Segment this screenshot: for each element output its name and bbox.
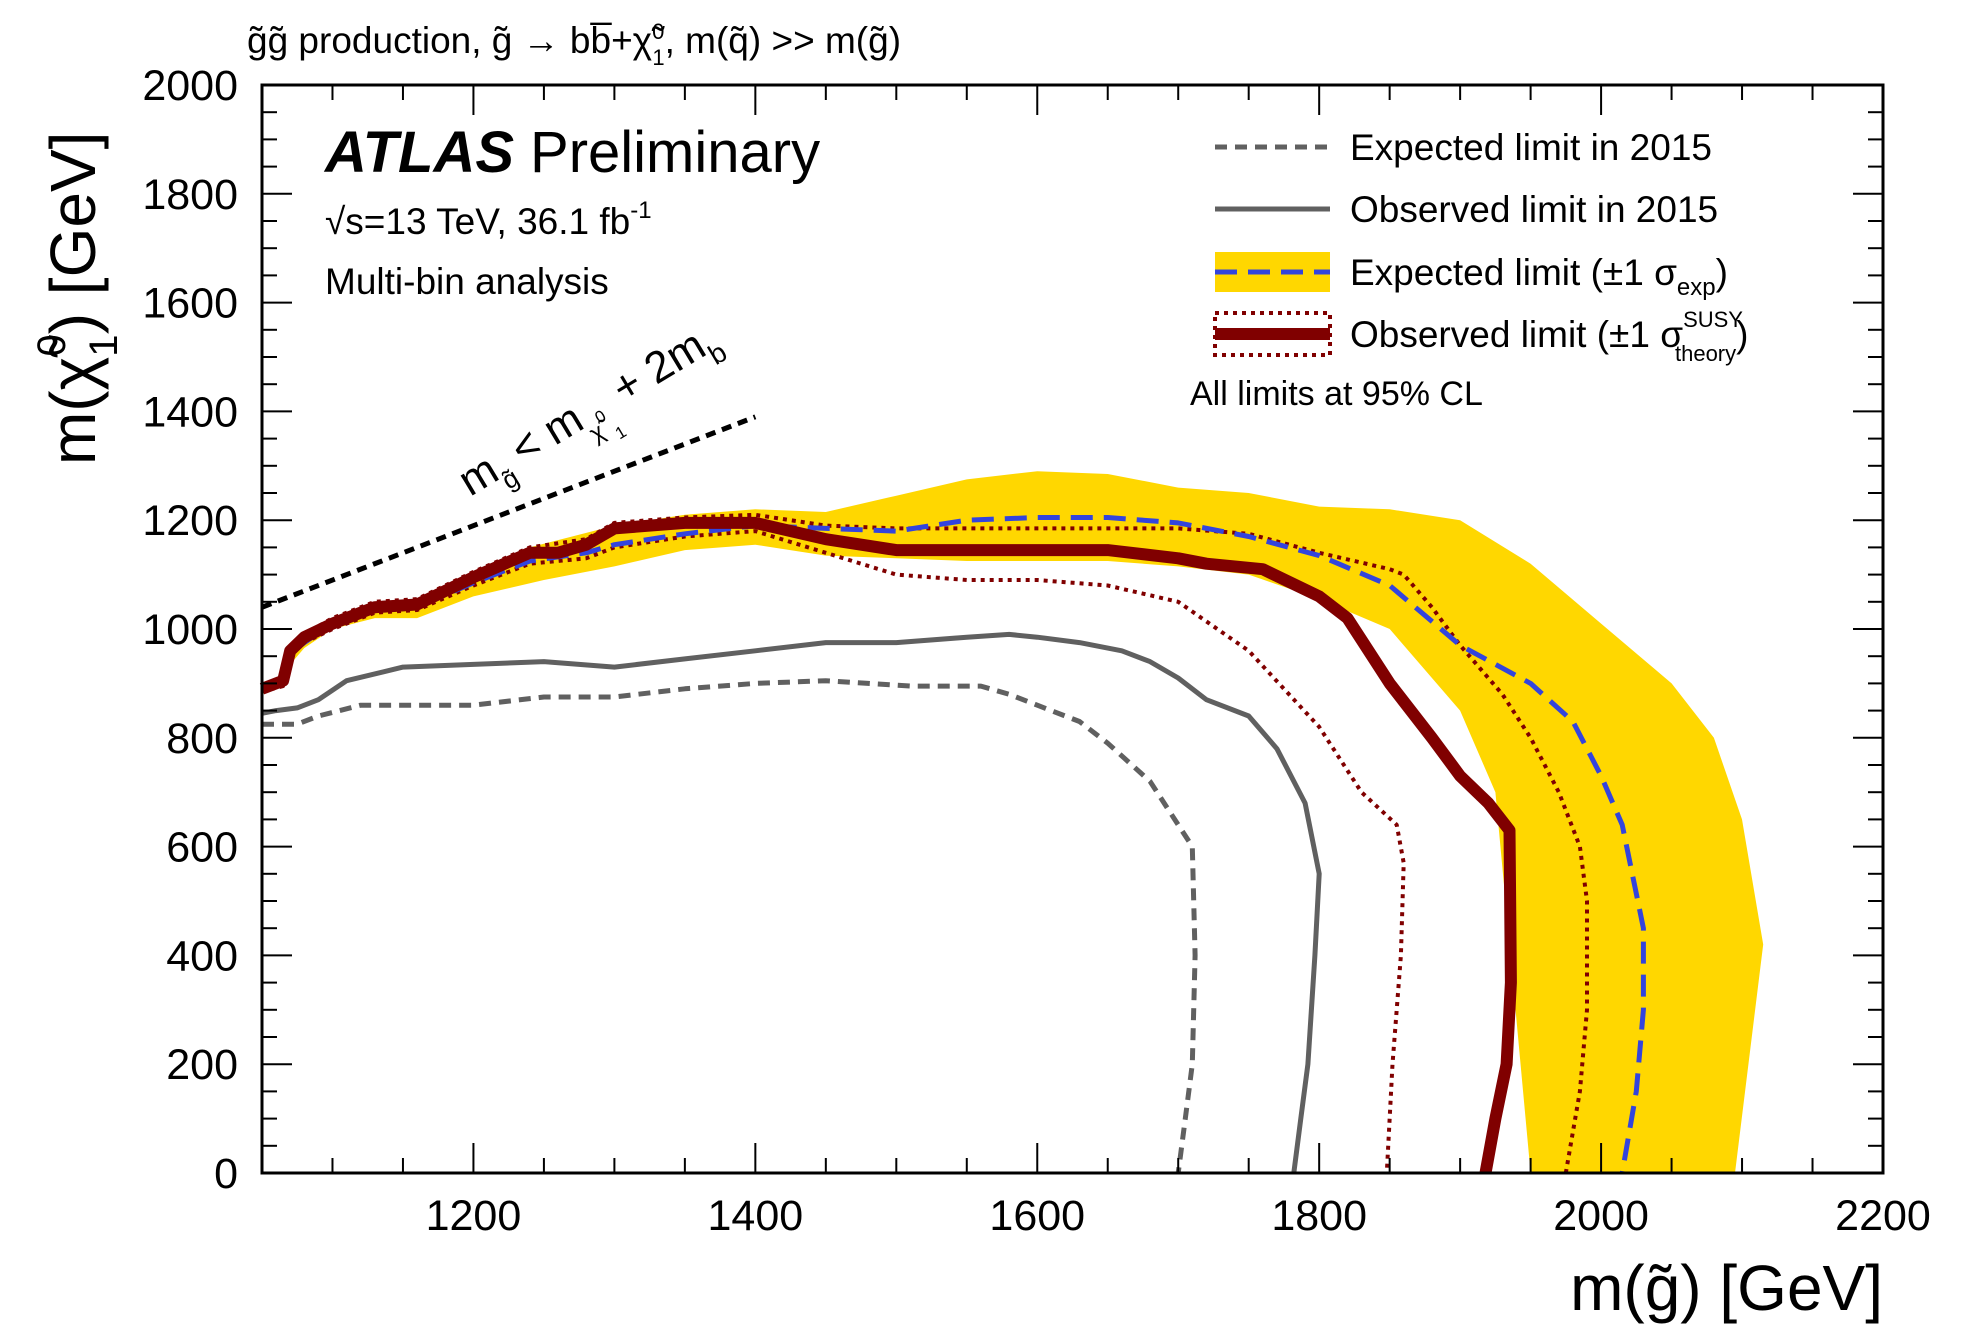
y-tick-label: 1200 [142, 497, 238, 545]
y-tick-label: 1600 [142, 280, 238, 328]
energy-label: √s=13 TeV, 36.1 fb-1 [325, 197, 652, 242]
y-tick-label: 400 [166, 932, 238, 980]
analysis-label: Multi-bin analysis [325, 261, 609, 302]
x-axis-label: m(g̃) [GeV] [1570, 1252, 1883, 1324]
y-tick-label: 600 [166, 824, 238, 872]
x-tick-label: 1600 [989, 1192, 1085, 1240]
legend-label-observed-2015: Observed limit in 2015 [1350, 189, 1718, 230]
expected-limit-band [262, 471, 1764, 1173]
x-tick-label: 2000 [1553, 1192, 1649, 1240]
expected-limit-2015-line [262, 678, 1198, 1174]
kinematic-limit-line [261, 414, 757, 610]
x-tick-label: 1400 [708, 1192, 804, 1240]
lines-layer [259, 414, 1646, 1175]
x-tick-label: 1200 [426, 1192, 522, 1240]
legend-label-expected-2015: Expected limit in 2015 [1350, 127, 1712, 168]
x-tick-label: 1800 [1271, 1192, 1367, 1240]
atlas-label: ATLAS Preliminary [323, 120, 820, 185]
kinematic-label: mg̃< mχ̃01+ 2mb [450, 312, 738, 524]
axis-ticks: 1200 1400 1600 1800 2000 2200 0 200 400 600 800 100… [142, 62, 1931, 1240]
legend: Expected limit in 2015 Observed limit in… [1190, 127, 1748, 413]
y-axis-label: m(χ̃10) [GeV] [30, 132, 126, 465]
plot-header: g̃g̃ production, g̃ → bb̅+χ̃0 1, m(q̃) >>… [247, 19, 901, 70]
observed-limit-theory-down-line [261, 529, 1406, 1174]
y-tick-label: 1800 [142, 171, 238, 219]
plot-area [259, 414, 1764, 1175]
y-tick-label: 0 [214, 1150, 238, 1198]
y-tick-label: 800 [166, 715, 238, 763]
y-tick-label: 1000 [142, 606, 238, 654]
legend-note: All limits at 95% CL [1190, 375, 1483, 413]
y-tick-label: 200 [166, 1041, 238, 1089]
y-tick-label: 1400 [142, 388, 238, 436]
observed-limit-2015-line [261, 631, 1322, 1174]
observed-limit-line [259, 516, 1517, 1175]
y-tick-label: 2000 [142, 62, 238, 110]
x-tick-label: 2200 [1835, 1192, 1931, 1240]
legend-label-expected: Expected limit (±1 σexp) [1350, 252, 1728, 301]
legend-label-observed: Observed limit (±1 σSUSY theory) [1350, 307, 1748, 366]
band-layer [262, 471, 1764, 1173]
